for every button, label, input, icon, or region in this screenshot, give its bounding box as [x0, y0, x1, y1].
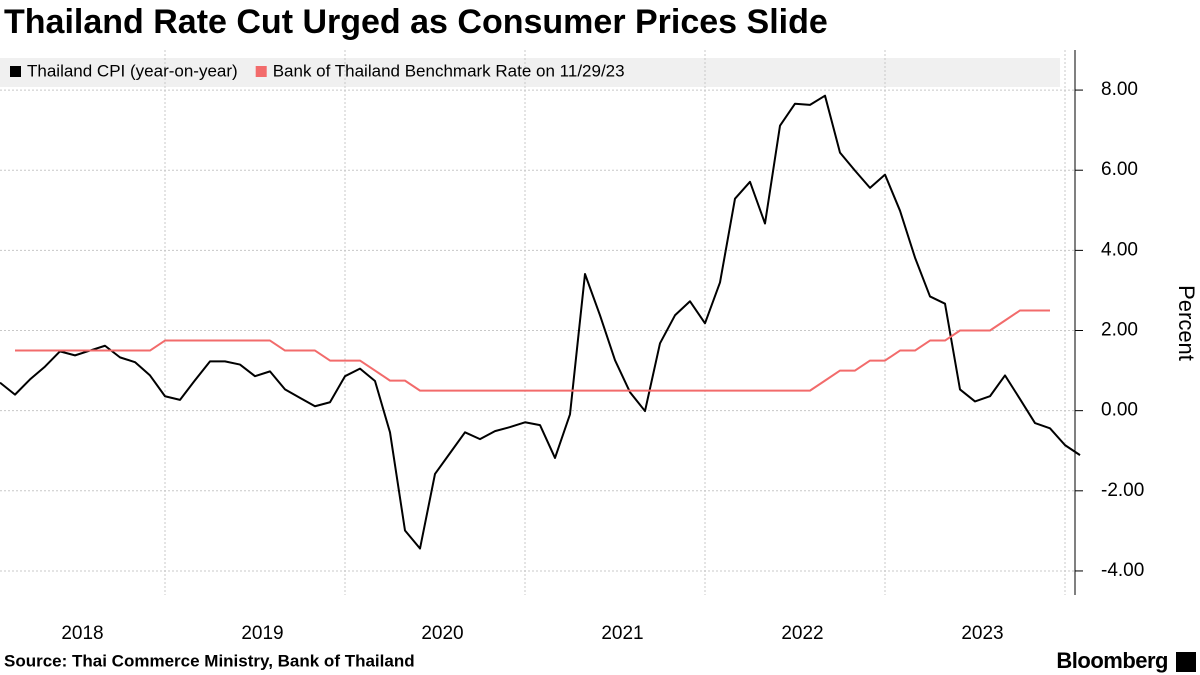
legend-swatch — [255, 66, 267, 77]
legend-label: Bank of Thailand Benchmark Rate on 11/29… — [273, 61, 625, 80]
legend-swatch — [10, 66, 21, 77]
y-tick-label: 6.00 — [1101, 159, 1138, 180]
x-tick-label: 2020 — [421, 623, 463, 644]
x-tick-label: 2023 — [961, 623, 1003, 644]
brand: Bloomberg — [1056, 648, 1168, 673]
y-tick-label: 0.00 — [1101, 400, 1138, 421]
y-axis-label: Percent — [1174, 285, 1199, 361]
brand-icon — [1176, 652, 1196, 672]
legend-background — [0, 58, 1060, 87]
source: Source: Thai Commerce Ministry, Bank of … — [4, 651, 415, 670]
series-line — [0, 94, 1081, 550]
x-tick-label: 2018 — [61, 623, 103, 644]
y-tick-label: -4.00 — [1101, 560, 1144, 581]
y-tick-label: -2.00 — [1101, 480, 1144, 501]
x-tick-label: 2019 — [241, 623, 283, 644]
y-tick-label: 4.00 — [1101, 239, 1138, 260]
series-line — [15, 309, 1050, 392]
y-tick-label: 2.00 — [1101, 320, 1138, 341]
x-tick-label: 2021 — [601, 623, 643, 644]
chart-title: Thailand Rate Cut Urged as Consumer Pric… — [4, 3, 828, 41]
x-tick-label: 2022 — [781, 623, 823, 644]
y-tick-label: 8.00 — [1101, 79, 1138, 100]
legend-label: Thailand CPI (year-on-year) — [27, 61, 238, 80]
